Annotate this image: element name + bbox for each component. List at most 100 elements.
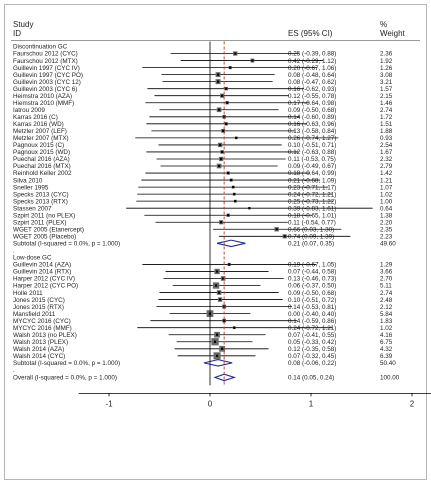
subtotal-label: Subtotal (I-squared = 0.0%, p = 1.000) [13,360,120,367]
weight-label: 1.42 [380,170,393,177]
point-estimate [225,122,228,125]
header-id: ID [13,29,21,38]
es-ci-label: 0.14 (-0.60, 0.89) [288,114,336,121]
weight-label: 49.60 [380,241,396,248]
point-estimate [215,270,219,273]
es-ci-label: 0.26 (-0.74, 1.27) [288,135,336,142]
weight-label: 1.92 [380,58,393,65]
point-estimate [214,284,218,287]
point-estimate [221,94,224,97]
es-ci-label: 0.18 (-0.65, 1.01) [288,212,336,219]
point-estimate [217,164,221,168]
study-label: Walsh 2014 (AZA) [13,346,64,353]
group-label: Low-dose GC [13,255,52,262]
weight-label: 2.32 [380,156,393,163]
point-estimate [229,66,232,69]
weight-label: 100.00 [380,375,400,382]
point-estimate [220,157,223,161]
es-ci-label: 0.11 (-0.53, 0.75) [288,156,336,163]
es-ci-label: 0.10 (-0.51, 0.71) [288,142,336,149]
point-estimate [235,136,238,139]
study-label: Jones 2015 (CYC) [13,297,65,304]
study-label: Puechal 2016 (MTX) [13,163,71,170]
es-ci-label: 0.16 (-0.63, 0.96) [288,121,336,128]
point-estimate [222,277,225,280]
point-estimate [222,129,225,132]
x-tick-label: 1 [309,399,314,408]
es-ci-label: 0.14 (0.05, 0.24) [288,375,334,382]
separator-dot: . [13,248,15,255]
point-estimate [221,347,224,350]
study-label: Pagnoux 2015 (WD) [13,149,70,156]
weight-label: 1.46 [380,100,393,107]
study-label: Heimstra 2010 (AZA) [13,93,72,100]
es-ci-label: 0.24 (-0.72, 1.21) [288,191,336,198]
study-label: Guillevin 2003 (CYC 12) [13,79,81,86]
es-ci-label: 0.21 (0.07, 0.35) [288,241,334,248]
point-estimate [226,101,229,104]
weight-label: 2.48 [380,297,393,304]
point-estimate [234,52,237,55]
weight-label: 2.74 [380,290,393,297]
study-label: Faurschou 2012 (CYC) [13,51,78,58]
point-estimate [221,150,224,154]
header-es: ES (95% CI) [288,29,333,38]
weight-label: 1.00 [380,198,393,205]
es-ci-label: 0.08 (-0.47, 0.62) [288,79,336,86]
point-estimate [220,221,223,224]
study-label: Reinhold Keller 2002 [13,170,72,177]
weight-label: 1.02 [380,325,393,332]
x-tick-label: 0 [208,399,213,408]
es-ci-label: 0.08 (-0.48, 0.64) [288,72,336,79]
subtotal-label: Subtotal (I-squared = 0.0%, p = 1.000) [13,241,120,248]
weight-label: 2.79 [380,163,393,170]
point-estimate [283,235,286,238]
weight-label: 4.16 [380,332,393,339]
point-estimate [215,333,219,336]
point-estimate [216,80,220,83]
point-estimate [219,298,222,301]
overall-diamond [213,373,237,382]
study-label: Specks 2013 (CYC) [13,191,69,198]
point-estimate [227,214,230,217]
weight-label: 5.84 [380,311,393,318]
point-estimate [233,193,236,196]
es-ci-label: 0.23 (-0.71, 1.17) [288,184,336,191]
point-estimate [227,171,230,175]
point-estimate [217,108,221,111]
es-ci-label: 0.13 (-0.58, 0.84) [288,128,336,135]
es-ci-label: 0.25 (-0.73, 1.22) [288,198,336,205]
point-estimate [230,178,233,182]
weight-label: 1.72 [380,114,393,121]
x-axis: -1 0 1 2 [78,41,431,408]
study-label: Karras 2016 (WD) [13,121,64,128]
es-ci-label: 0.14 (-0.59, 0.86) [288,318,336,325]
study-label: Guillevin 2003 (CYC 6) [13,86,77,93]
point-estimate [275,228,278,231]
weight-label: 1.29 [380,262,393,269]
weight-label: 2.54 [380,142,393,149]
weight-label: 6.39 [380,353,393,360]
overall-label: Overall (I-squared = 0.0%, p = 1.000) [13,375,117,382]
study-label: Szpirt 2011 (PLEX) [13,219,66,226]
study-label: Metzler 2007 (MTX) [13,135,69,142]
weight-label: 0.93 [380,135,393,142]
point-estimate [248,207,251,210]
point-estimate [233,326,236,329]
weight-label: 1.88 [380,128,393,135]
es-ci-label: 0.09 (-0.50, 0.68) [288,290,336,297]
header-study: Study [13,20,33,29]
weight-label: 1.02 [380,191,393,198]
weight-label: 1.57 [380,86,393,93]
study-label: Holle 2011 [13,290,43,297]
weight-label: 2.15 [380,93,393,100]
weight-label: 3.08 [380,72,393,79]
study-label: WGET 2005 (Etanercept) [13,226,84,233]
study-label: Guillevin 1997 (CYC PO) [13,72,83,79]
weight-label: 1.51 [380,121,393,128]
es-ci-label: 0.25 (-0.39, 0.88) [288,51,336,58]
study-label: Iatrou 2009 [13,107,45,114]
study-label: Walsh 2013 (no PLEX) [13,332,77,339]
es-ci-label: 0.12 (-0.55, 0.78) [288,93,336,100]
